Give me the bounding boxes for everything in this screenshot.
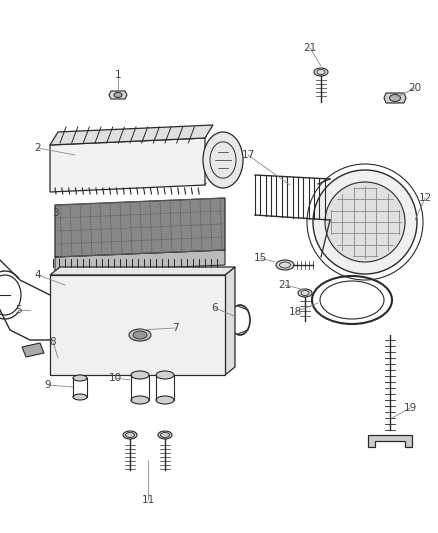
Text: 6: 6 — [212, 303, 218, 313]
Ellipse shape — [73, 375, 87, 381]
Polygon shape — [50, 275, 225, 375]
Ellipse shape — [131, 371, 149, 379]
Circle shape — [325, 182, 405, 262]
Polygon shape — [384, 93, 406, 103]
Polygon shape — [368, 435, 412, 447]
Text: 20: 20 — [409, 83, 421, 93]
Ellipse shape — [203, 132, 243, 188]
Ellipse shape — [123, 431, 137, 439]
Text: 11: 11 — [141, 495, 155, 505]
Text: 2: 2 — [35, 143, 41, 153]
Text: 21: 21 — [304, 43, 317, 53]
Ellipse shape — [131, 396, 149, 404]
Text: 12: 12 — [418, 193, 431, 203]
Ellipse shape — [133, 331, 147, 339]
Text: 21: 21 — [279, 280, 292, 290]
Ellipse shape — [158, 431, 172, 439]
Ellipse shape — [129, 329, 151, 341]
Text: 18: 18 — [288, 307, 302, 317]
Text: 8: 8 — [49, 337, 57, 347]
Ellipse shape — [298, 289, 312, 297]
Polygon shape — [55, 250, 225, 272]
Polygon shape — [22, 343, 44, 357]
Text: 19: 19 — [403, 403, 417, 413]
Ellipse shape — [389, 94, 400, 101]
Polygon shape — [109, 91, 127, 99]
Ellipse shape — [156, 371, 174, 379]
Text: 4: 4 — [35, 270, 41, 280]
Ellipse shape — [314, 68, 328, 76]
Text: 17: 17 — [241, 150, 254, 160]
Polygon shape — [50, 138, 205, 192]
Circle shape — [313, 170, 417, 274]
Polygon shape — [50, 267, 235, 275]
Polygon shape — [55, 198, 225, 257]
Text: 15: 15 — [253, 253, 267, 263]
Text: 7: 7 — [172, 323, 178, 333]
Text: 5: 5 — [15, 305, 21, 315]
Polygon shape — [50, 125, 213, 145]
Text: 1: 1 — [115, 70, 121, 80]
Polygon shape — [225, 267, 235, 375]
Text: 10: 10 — [109, 373, 122, 383]
Text: 3: 3 — [52, 208, 58, 218]
Ellipse shape — [276, 260, 294, 270]
Text: 9: 9 — [45, 380, 51, 390]
Ellipse shape — [156, 396, 174, 404]
Ellipse shape — [114, 93, 122, 98]
Ellipse shape — [73, 394, 87, 400]
